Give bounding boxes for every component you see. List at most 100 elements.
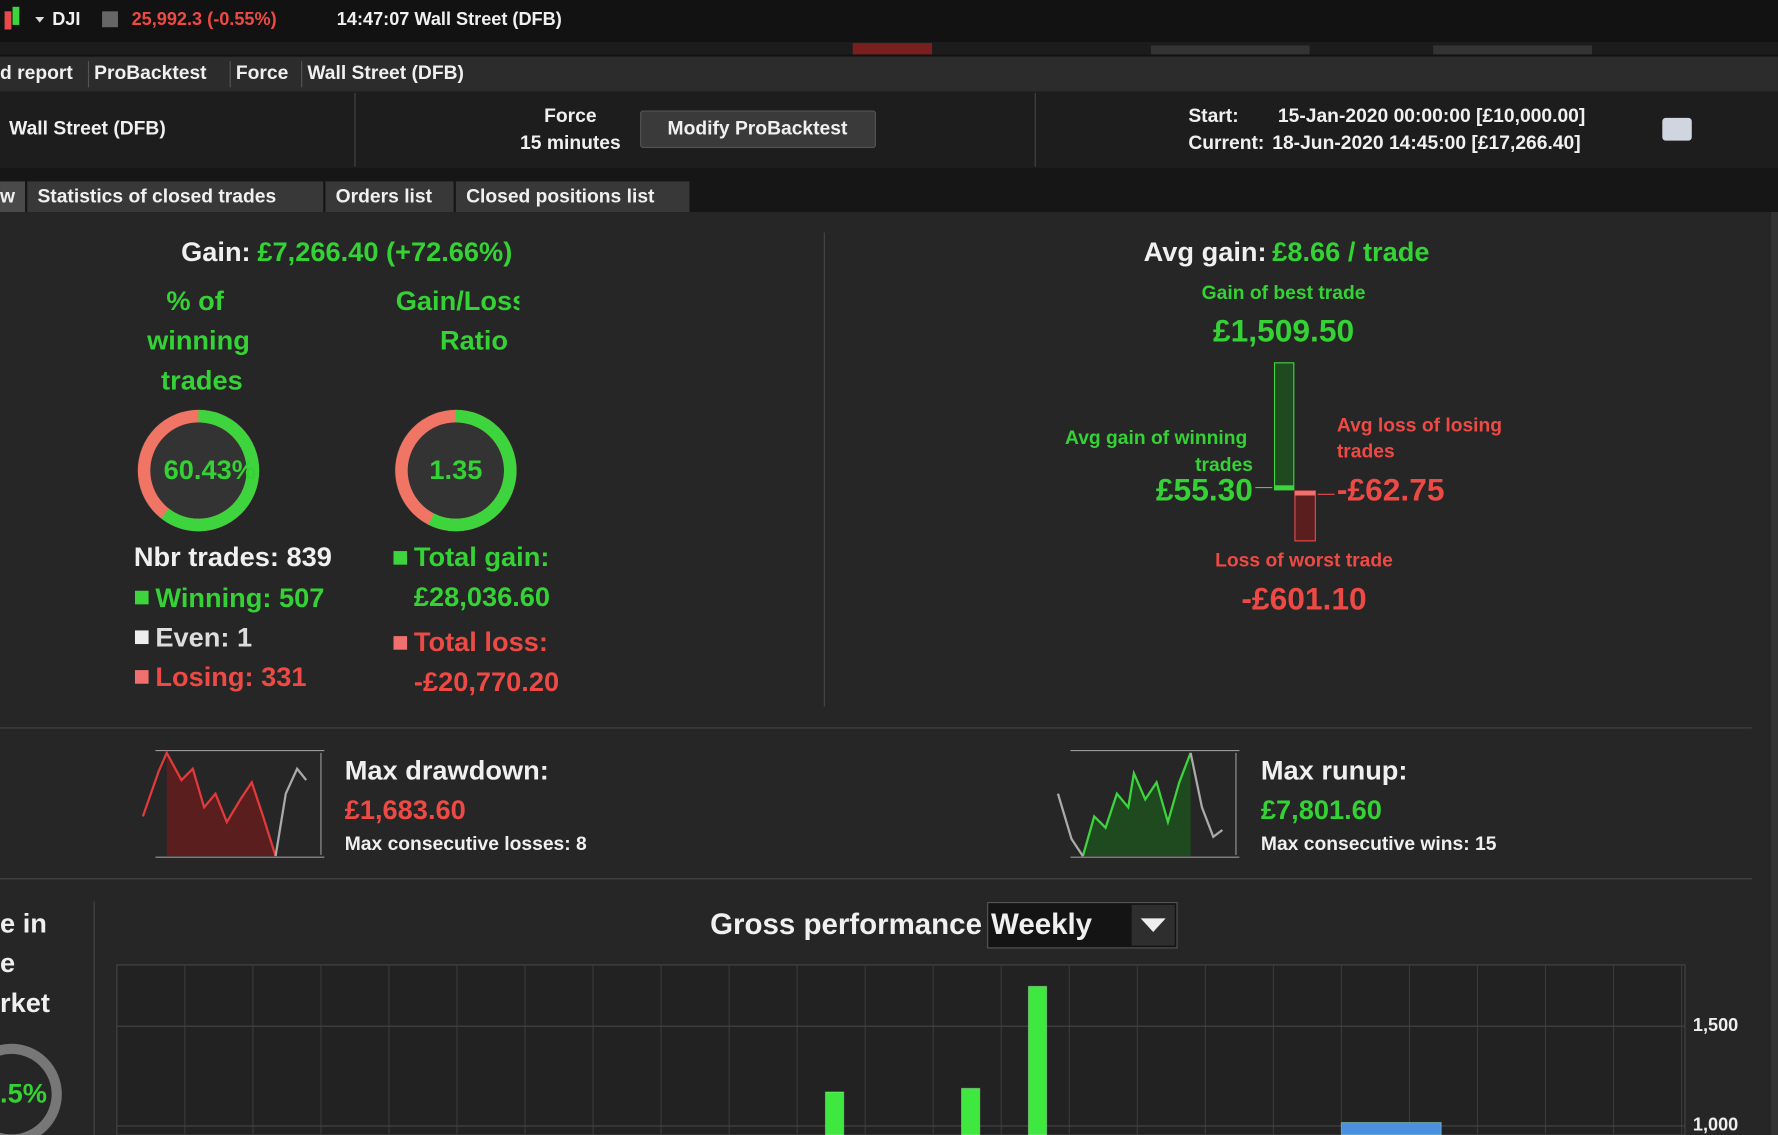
scrollbar[interactable] [1771,212,1778,1135]
bar [824,1091,845,1135]
avg-gain: £8.66 / trade [1272,236,1429,267]
ratio-title: Gain/Loss [396,285,528,316]
y-tick-label: 1,000 [1693,1115,1738,1135]
runup-sparkline [1056,750,1240,858]
candle-icon [4,11,12,30]
worst-label: Loss of worst trade [1215,550,1393,571]
breadcrumb[interactable]: Force [236,63,289,84]
label: Nbr trades: [134,541,279,572]
gauges [137,409,518,532]
bar [1340,1121,1442,1135]
line [1189,752,1224,839]
avg-loss-label: trades [1337,442,1395,463]
trades-count: Nbr trades: 839 [134,541,332,572]
market-title: rket [0,987,50,1018]
modify-button[interactable] [640,110,876,148]
gain-label: Gain: [181,236,251,267]
avg-gain-label: Avg gain: [1144,236,1267,267]
total-loss: -£20,770.20 [414,666,559,697]
dropdown-arrow[interactable] [1140,918,1166,933]
best-label: Gain of best trade [1202,283,1366,304]
line [141,750,277,857]
legend-square [134,630,149,645]
breadcrumb[interactable]: d report [0,63,73,84]
line [274,766,308,857]
drawdown-sparkline [141,750,325,858]
even-count: Even: 1 [155,622,252,653]
tab[interactable] [0,181,25,213]
legend-square [134,670,149,684]
area [1082,752,1191,857]
runup-label: Max runup: [1261,754,1408,785]
bar [1027,985,1048,1135]
gauge-win [395,409,517,532]
value: 331 [261,661,306,692]
clock-instrument: 14:47:07 Wall Street (DFB) [337,9,562,29]
value: 839 [287,541,332,572]
gauge-title: Gain/Loss [396,285,528,316]
instrument: Wall Street (DFB) [9,118,166,139]
line [1081,752,1192,857]
avg-win: £55.30 [1156,471,1253,507]
print-icon[interactable] [1662,117,1692,141]
strategy: Force [544,106,597,127]
bar [961,1087,981,1135]
gauge-value: 1.35 [429,454,482,485]
dropdown-arrow[interactable] [35,17,45,23]
gauge-title: trades [161,364,243,395]
info-icon[interactable] [102,11,118,28]
market-value: .5% [0,1078,47,1109]
best-bar [1273,362,1295,491]
chart-title: Gross performance [710,908,982,941]
symbol[interactable]: DJI [52,9,80,29]
legend-square [134,590,149,605]
tool-icon[interactable] [852,43,933,55]
tab-label[interactable]: Statistics of closed trades [37,186,276,207]
total-gain: £28,036.60 [414,581,550,612]
runup-value: £7,801.60 [1261,794,1382,825]
current-value: 18-Jun-2020 14:45:00 [£17,266.40] [1272,133,1580,154]
winning-count: Winning: 507 [155,582,324,613]
period-value[interactable]: Weekly [991,908,1093,941]
legend-square [393,636,408,650]
tab[interactable] [455,181,690,213]
gain-value: £7,266.40 (+72.66%) [257,236,512,267]
breadcrumb-bar [0,56,1778,91]
avg-win-label: Avg gain of winning [1065,428,1247,449]
breadcrumb[interactable]: ProBacktest [94,63,207,84]
market-title: e in [0,907,47,938]
report-header [0,91,1778,168]
gauge-ring [0,1043,62,1135]
drawdown-consecutive: Max consecutive losses: 8 [345,834,587,855]
tool-field[interactable] [1433,45,1592,55]
total-loss-label: Total loss: [414,626,548,657]
losing-count: Losing: 331 [155,661,306,692]
value: 1 [237,622,252,653]
total-gain-label: Total gain: [414,541,550,572]
drawdown-value: £1,683.60 [345,794,466,825]
current-label: Current: [1188,133,1264,154]
label: Even: [155,622,229,653]
tab-label[interactable]: Closed positions list [466,186,655,207]
tab[interactable] [27,181,324,213]
tab-label[interactable]: w [0,186,16,207]
modify-button-label[interactable]: Modify ProBacktest [668,118,848,139]
tool-field[interactable] [1150,45,1310,55]
tab-label[interactable]: Orders list [336,186,433,207]
worst-value: -£601.10 [1241,580,1366,616]
breadcrumb[interactable]: Wall Street (DFB) [307,63,464,84]
bars [116,985,1685,1135]
chart-area [116,964,1686,1135]
tab[interactable] [325,181,454,213]
avg-loss-mark [1294,490,1316,496]
avg-loss-label: Avg loss of losing [1337,415,1502,436]
gauge-value: 60.43% [164,454,256,485]
timeframe: 15 minutes [520,133,621,154]
avg-win-mark [1274,485,1294,490]
drawdown-label: Max drawdown: [345,754,549,785]
label: Losing: [155,661,253,692]
gauge-title: Ratio [440,325,508,356]
best-value: £1,509.50 [1213,313,1354,349]
